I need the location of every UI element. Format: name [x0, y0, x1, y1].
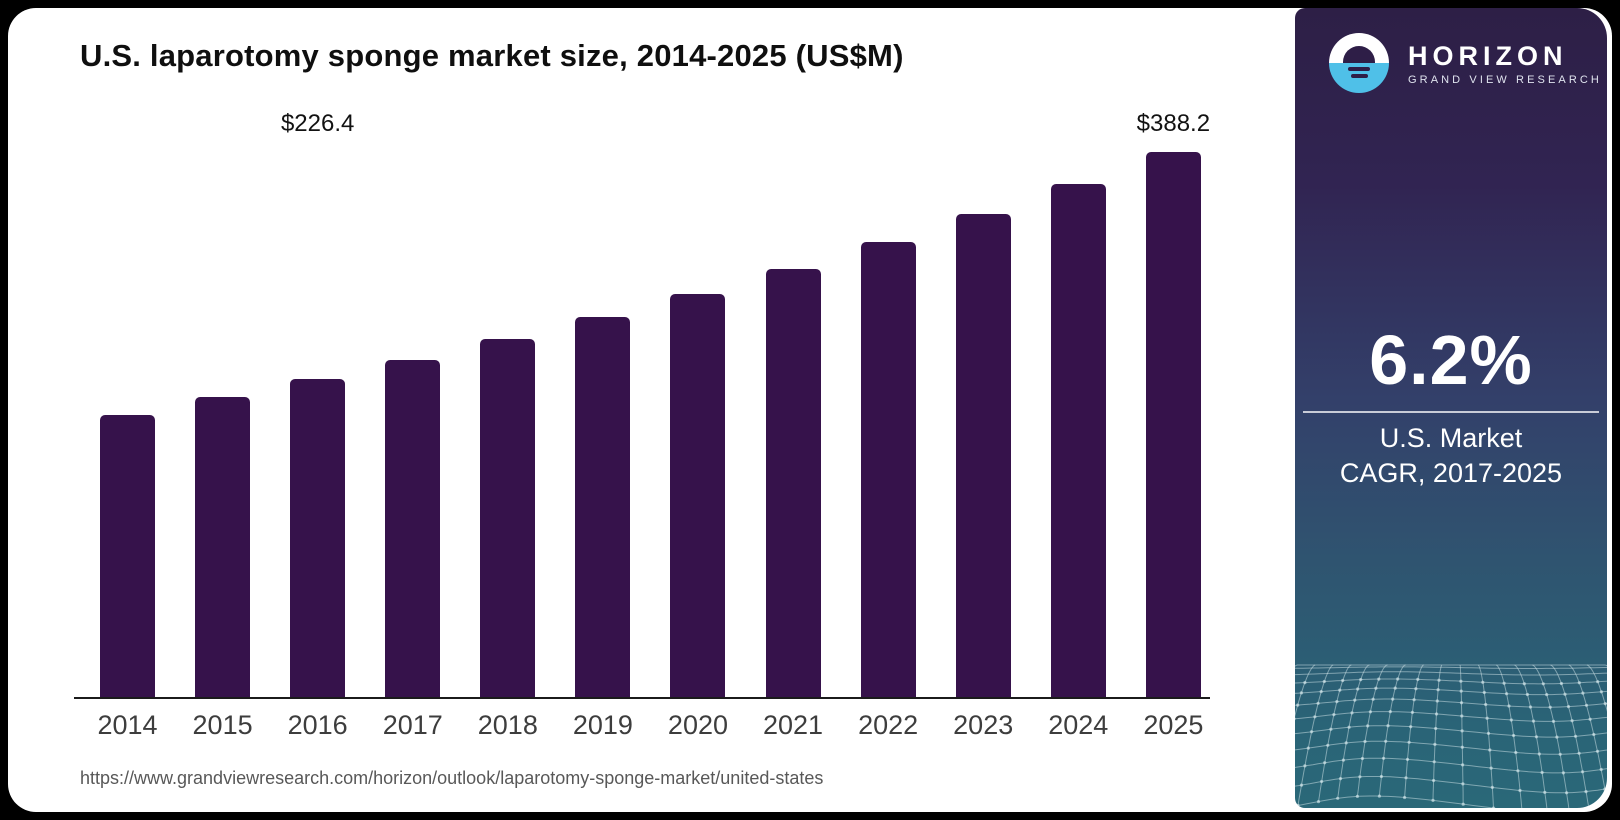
- x-axis-year-label: 2020: [667, 710, 729, 740]
- bar-column: $388.2 2025: [1137, 110, 1210, 740]
- bar: [195, 397, 251, 697]
- x-axis-year-label: 2014: [97, 710, 158, 740]
- bar-column: $226.4 2016: [281, 110, 354, 740]
- bar-chart-bars: 2014 2015 $226.4 2016 2017 2018 2019 202…: [97, 110, 1210, 740]
- bar-column: 2019: [573, 144, 633, 740]
- x-axis-year-label: 2017: [382, 710, 443, 740]
- bar: [1050, 184, 1106, 697]
- x-axis-year-label: 2015: [192, 710, 253, 740]
- x-axis-year-label: 2025: [1143, 710, 1204, 740]
- x-axis-year-label: 2021: [763, 710, 824, 740]
- cagr-caption-line1: U.S. Market: [1379, 423, 1523, 453]
- bar: [385, 360, 441, 697]
- bar: [860, 242, 916, 697]
- bar-column: 2018: [478, 144, 538, 740]
- horizon-sun-icon: [1329, 33, 1389, 93]
- logo-sub-brand: GRAND VIEW RESEARCH: [1408, 73, 1602, 86]
- bar: [480, 339, 536, 697]
- bar-value-label: $226.4: [280, 110, 355, 137]
- logo-text-block: HORIZON GRAND VIEW RESEARCH: [1408, 41, 1602, 86]
- x-axis-year-label: 2019: [572, 710, 633, 740]
- horizon-logo: HORIZON GRAND VIEW RESEARCH: [1329, 33, 1602, 93]
- sun-dome-icon: [1343, 46, 1375, 63]
- bar: [955, 214, 1011, 697]
- source-url: https://www.grandviewresearch.com/horizo…: [80, 768, 824, 788]
- bar-column: 2022: [858, 144, 918, 740]
- bar: [765, 269, 821, 697]
- bar-column: 2021: [763, 144, 823, 740]
- chart-title: U.S. laparotomy sponge market size, 2014…: [80, 38, 904, 73]
- cagr-caption-line2: CAGR, 2017-2025: [1339, 458, 1563, 488]
- cagr-caption: U.S. Market CAGR, 2017-2025: [1295, 421, 1607, 491]
- x-axis-year-label: 2024: [1048, 710, 1109, 740]
- x-axis-year-label: 2023: [953, 710, 1014, 740]
- panel-divider: [1303, 411, 1599, 413]
- bar-column: 2020: [668, 144, 728, 740]
- bar: [575, 317, 631, 697]
- chart-card: U.S. laparotomy sponge market size, 2014…: [8, 8, 1612, 812]
- side-panel: HORIZON GRAND VIEW RESEARCH 6.2% U.S. Ma…: [1295, 8, 1607, 808]
- cagr-value: 6.2%: [1369, 321, 1533, 399]
- sun-reflection-icon: [1348, 67, 1370, 71]
- bar-column: 2014: [97, 144, 158, 740]
- x-axis-year-label: 2022: [858, 710, 919, 740]
- x-axis-year-label: 2018: [477, 710, 538, 740]
- bar-value-label: $388.2: [1136, 110, 1211, 137]
- bar-column: 2023: [953, 144, 1013, 740]
- x-axis-year-label: 2016: [287, 710, 348, 740]
- bar: [1145, 152, 1201, 697]
- bar: [290, 379, 346, 697]
- bar: [670, 294, 726, 697]
- bar-column: 2017: [383, 144, 443, 740]
- bar-column: 2015: [193, 144, 253, 740]
- bar-column: 2024: [1048, 144, 1108, 740]
- bar: [100, 415, 155, 697]
- bar-chart-plot-area: 2014 2015 $226.4 2016 2017 2018 2019 202…: [74, 110, 1210, 740]
- logo-brand-name: HORIZON: [1408, 40, 1568, 71]
- wireframe-mesh-decoration: [1295, 664, 1607, 808]
- sun-reflection-icon: [1351, 74, 1368, 78]
